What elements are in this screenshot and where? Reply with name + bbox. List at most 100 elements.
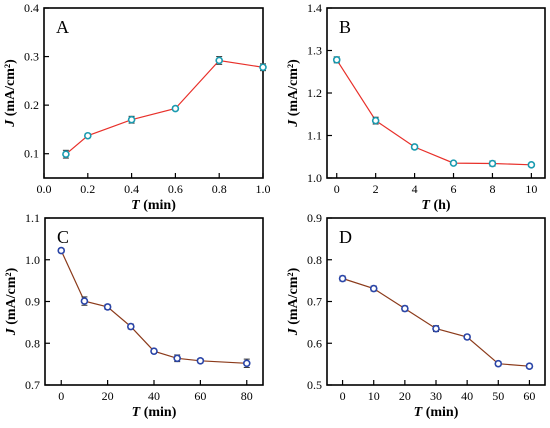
- x-axis-label: T (min): [414, 405, 459, 420]
- y-tick-label: 1.1: [307, 129, 322, 143]
- x-tick-label: 20: [102, 389, 114, 403]
- data-point: [488, 159, 497, 168]
- data-point: [127, 322, 135, 331]
- y-axis-label: J (mA/cm²): [286, 267, 301, 336]
- data-marker: [196, 356, 205, 365]
- data-marker: [215, 56, 223, 65]
- data-point: [525, 362, 534, 371]
- y-tick-label: 1.0: [307, 171, 322, 185]
- data-point: [62, 149, 70, 159]
- data-marker: [332, 56, 341, 64]
- y-tick-label: 0.1: [24, 147, 39, 161]
- x-tick-label: 0.4: [124, 182, 139, 196]
- data-point: [332, 56, 341, 64]
- data-point: [527, 161, 536, 169]
- data-marker: [432, 324, 440, 333]
- chart-panel-d: 0 10 20 30 40 50 60 0.5 0.6 0.7 0.8 0.9 D T (min) J (m…: [286, 211, 546, 420]
- y-tick-label: 0.7: [307, 295, 322, 309]
- x-axis-label: T (h): [421, 198, 451, 213]
- x-tick-label: 0: [58, 389, 64, 403]
- x-tick-label: 40: [148, 389, 160, 403]
- data-marker: [259, 63, 267, 72]
- x-tick-label: 6: [451, 182, 457, 196]
- x-tick-label: 8: [489, 182, 495, 196]
- chart-panel-c: 0 20 40 60 80 0.7 0.8 0.9 1.0 1.1 C T (min) J (mA/cm…: [4, 211, 264, 420]
- y-axis-label: J (mA/cm²): [3, 59, 18, 128]
- y-tick-label: 0.2: [24, 98, 39, 112]
- data-point: [449, 159, 458, 167]
- data-marker: [371, 116, 380, 125]
- y-tick-label: 0.9: [25, 295, 40, 309]
- data-point: [401, 304, 409, 313]
- x-tick-label: 20: [399, 389, 411, 403]
- y-tick-label: 1.1: [25, 211, 40, 225]
- data-marker: [369, 284, 378, 293]
- series-line: [60, 250, 247, 364]
- x-tick-label: 0: [334, 182, 340, 196]
- data-marker: [84, 131, 92, 140]
- x-tick-label: 0: [340, 389, 346, 403]
- data-marker: [527, 161, 536, 169]
- x-tick-label: 4: [412, 182, 418, 196]
- data-point: [127, 115, 136, 124]
- series-line: [342, 277, 530, 367]
- data-marker: [242, 359, 251, 368]
- x-tick-label: 10: [525, 182, 537, 196]
- data-marker: [488, 159, 497, 168]
- y-tick-label: 0.9: [307, 211, 322, 225]
- data-point: [371, 116, 380, 125]
- data-marker: [127, 115, 136, 124]
- x-axis-label: T (min): [132, 405, 177, 420]
- panel-label: C: [57, 227, 69, 247]
- x-tick-label: 30: [430, 389, 442, 403]
- y-tick-label: 0.8: [307, 253, 322, 267]
- x-tick-label: 0.6: [168, 182, 183, 196]
- data-marker: [62, 150, 70, 158]
- y-tick-label: 0.7: [25, 378, 40, 392]
- data-point: [103, 303, 112, 311]
- panel-label: A: [56, 17, 69, 37]
- y-tick-label: 1.4: [307, 1, 322, 15]
- data-marker: [525, 362, 534, 371]
- plot-frame: [326, 217, 546, 386]
- y-tick-label: 1.3: [307, 44, 322, 58]
- x-axis-label: T (min): [131, 198, 176, 213]
- x-tick-label: 2: [373, 182, 379, 196]
- y-tick-label: 0.3: [24, 50, 39, 64]
- data-point: [369, 284, 378, 293]
- y-tick-label: 0.6: [307, 336, 322, 350]
- data-marker: [57, 246, 66, 255]
- data-marker: [171, 104, 180, 113]
- x-tick-label: 1.0: [256, 182, 271, 196]
- x-tick-label: 10: [368, 389, 380, 403]
- y-tick-label: 0.4: [24, 1, 39, 15]
- data-marker: [127, 322, 135, 331]
- plot-frame: [326, 7, 546, 179]
- y-tick-label: 1.2: [307, 86, 322, 100]
- x-tick-label: 40: [461, 389, 473, 403]
- data-point: [57, 246, 66, 255]
- chart-panel-a: 0.0 0.2 0.4 0.6 0.8 1.0 0.1 0.2 0.3 0.4 A T (min) J …: [3, 1, 271, 213]
- data-marker: [338, 274, 347, 283]
- plot-frame: [44, 217, 264, 386]
- y-tick-label: 0.5: [307, 378, 322, 392]
- y-axis-label: J (mA/cm²): [4, 267, 19, 336]
- data-marker: [463, 333, 471, 341]
- data-point: [84, 131, 92, 140]
- x-tick-label: 0.0: [37, 182, 52, 196]
- data-point: [80, 296, 89, 306]
- data-marker: [449, 159, 458, 167]
- data-marker: [103, 303, 112, 311]
- y-axis-label: J (mA/cm²): [286, 59, 301, 128]
- data-point: [338, 274, 347, 283]
- data-marker: [410, 143, 419, 151]
- data-point: [432, 324, 440, 333]
- x-tick-label: 60: [194, 389, 206, 403]
- data-marker: [173, 354, 181, 363]
- data-marker: [494, 359, 503, 368]
- data-marker: [401, 304, 409, 313]
- panel-label: B: [339, 17, 351, 37]
- x-tick-label: 0.2: [80, 182, 95, 196]
- plot-frame: [43, 7, 264, 179]
